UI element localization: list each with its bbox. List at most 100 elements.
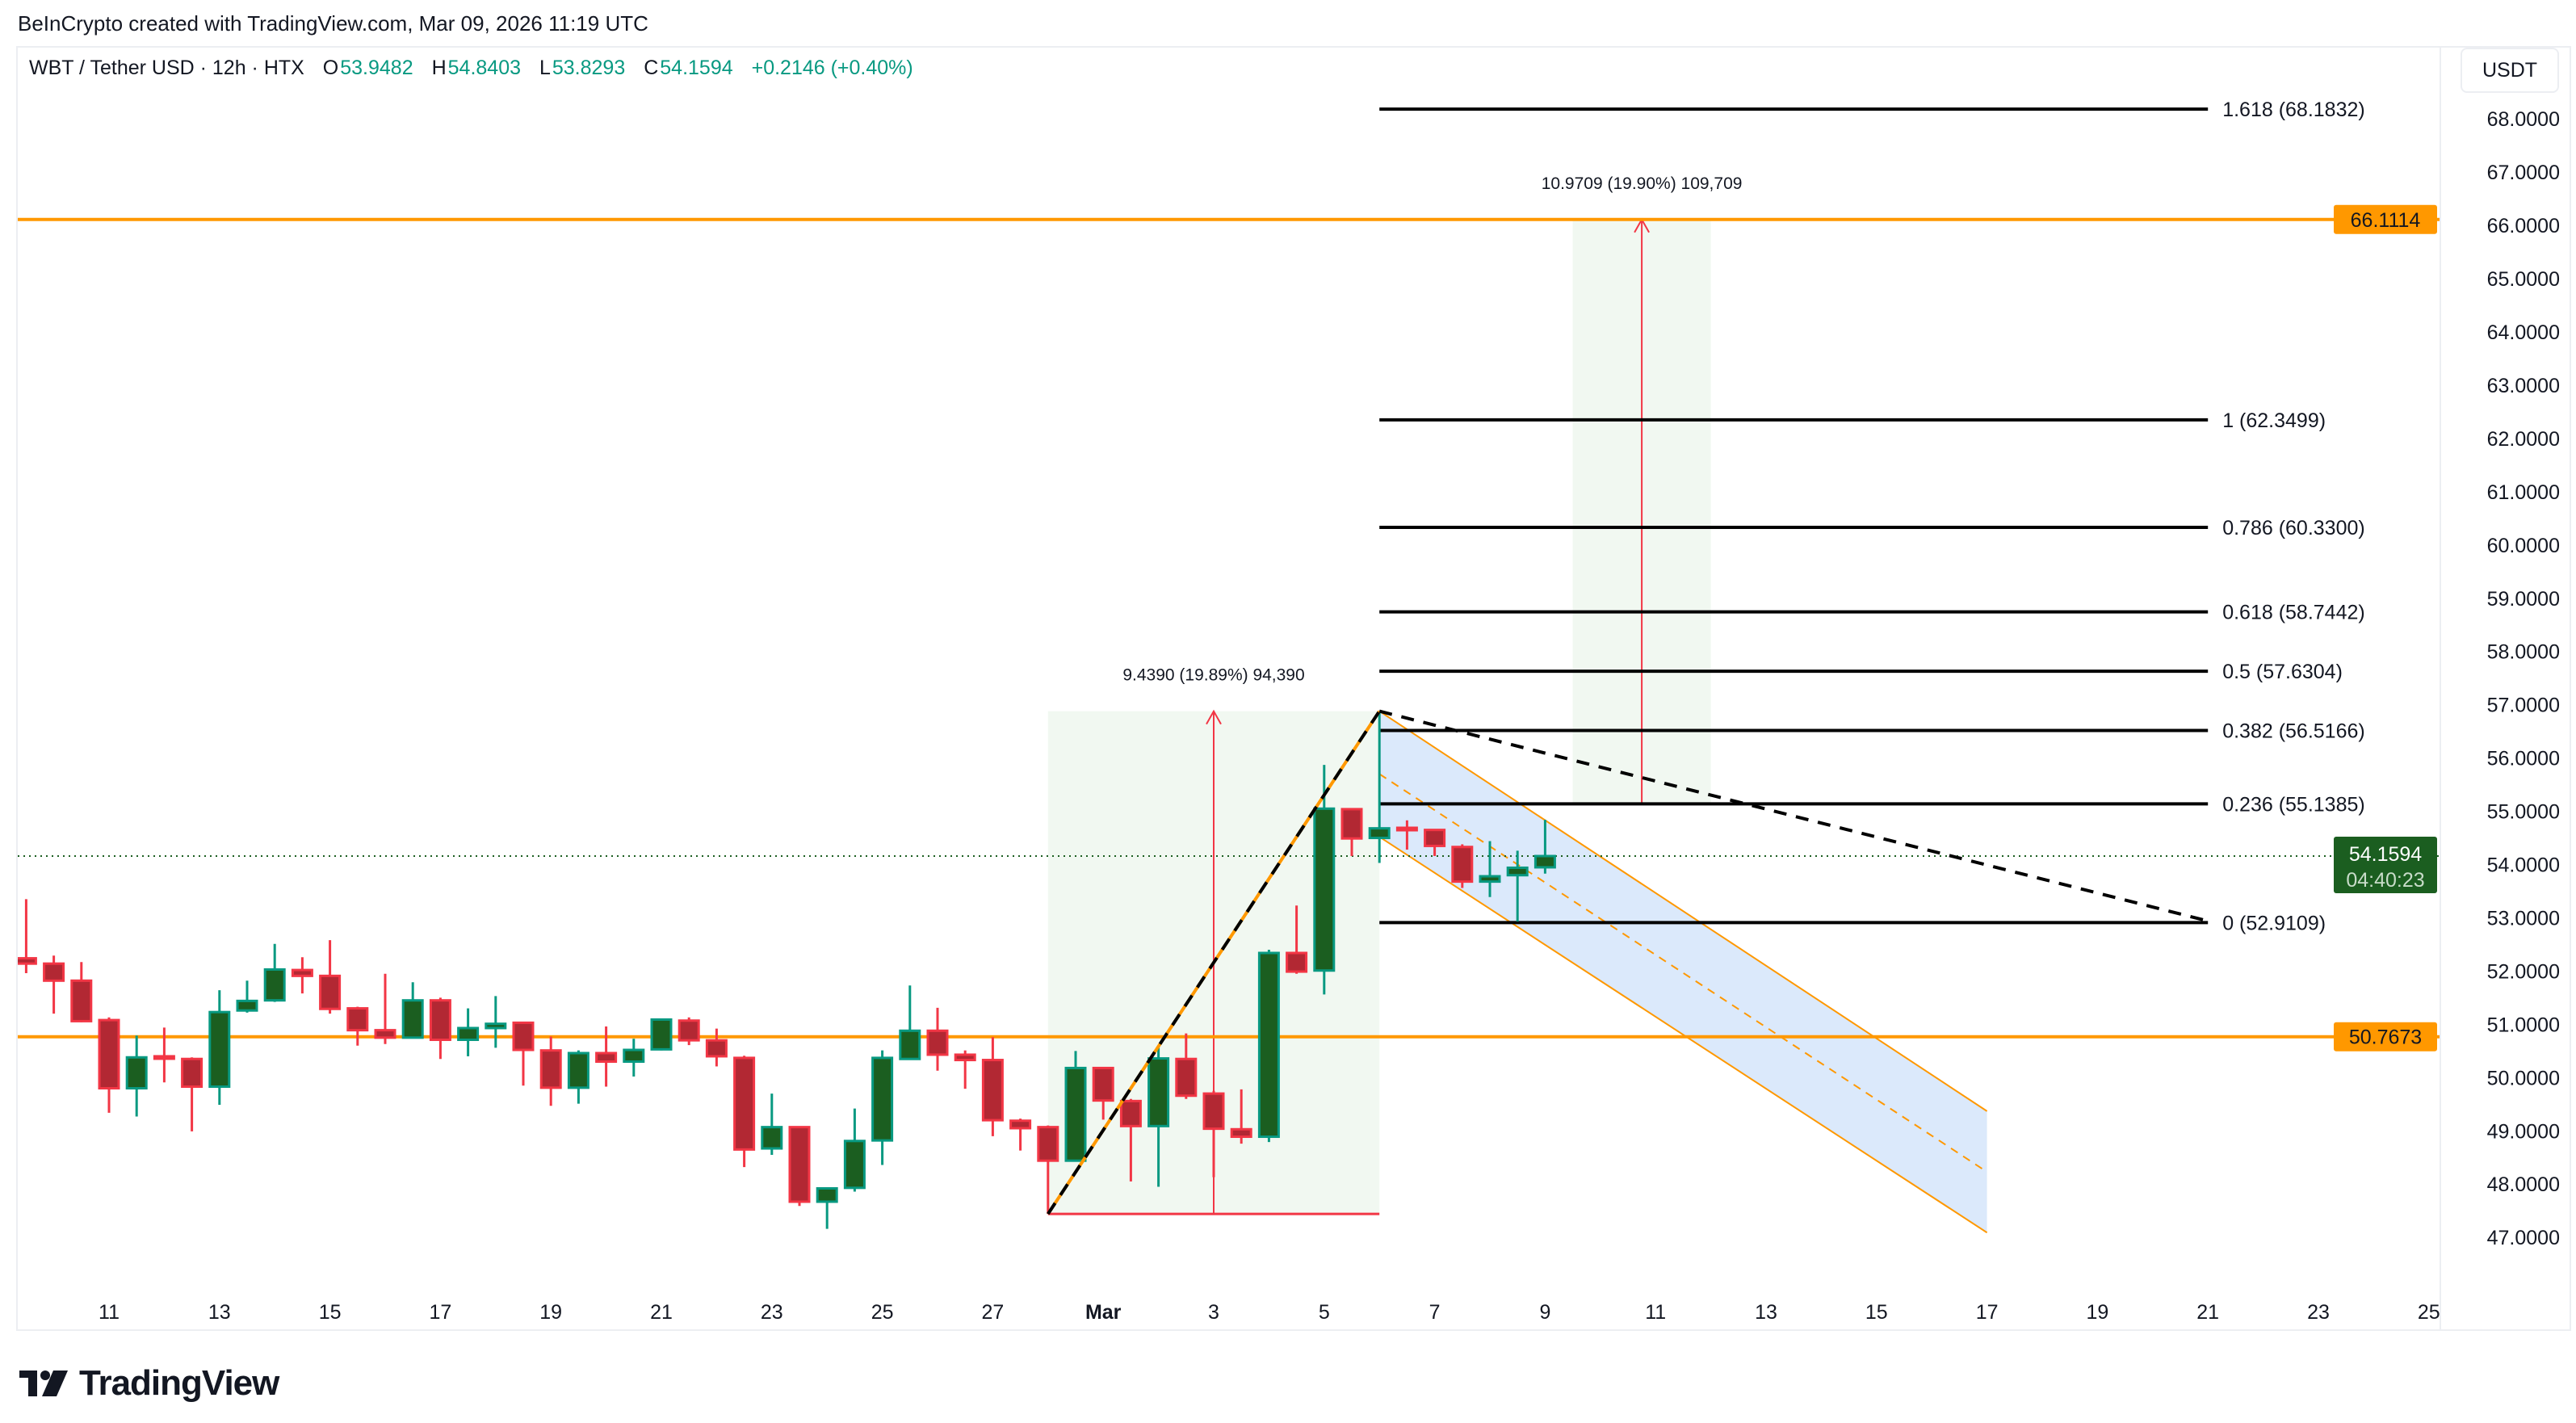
candle-up <box>843 1140 866 1190</box>
price-tick-label: 54.0000 <box>2487 854 2560 877</box>
fib-level-label: 1 (62.3499) <box>2222 409 2326 432</box>
measure-label: 9.4390 (19.89%) 94,390 <box>1122 666 1304 685</box>
candle-down <box>1119 1099 1142 1127</box>
price-level-tag-label: 66.1114 <box>2351 209 2421 232</box>
channel-upper-line <box>1378 710 1988 1112</box>
price-tick-label: 67.0000 <box>2487 162 2560 184</box>
candle-down <box>705 1039 728 1058</box>
candle-down <box>512 1021 535 1052</box>
candle-up <box>208 1010 231 1089</box>
time-tick-label: 19 <box>539 1301 562 1324</box>
price-tick-label: 68.0000 <box>2487 108 2560 131</box>
candle-down <box>1424 829 1446 847</box>
price-tick-label: 63.0000 <box>2487 375 2560 397</box>
fib-level-label: 0.382 (56.5166) <box>2222 720 2365 743</box>
price-tick-label: 60.0000 <box>2487 535 2560 557</box>
fib-level-label: 0.236 (55.1385) <box>2222 793 2365 816</box>
candle-up <box>567 1052 589 1089</box>
candle-up <box>816 1186 838 1203</box>
time-tick-label: Mar <box>1085 1301 1122 1324</box>
time-tick-label: 17 <box>1976 1301 1999 1324</box>
candle-up <box>401 999 424 1039</box>
trendline-dashed <box>1047 710 1381 1215</box>
candle-up <box>1064 1066 1087 1162</box>
time-tick-label: 9 <box>1539 1301 1550 1324</box>
price-tick-label: 62.0000 <box>2487 428 2560 451</box>
candle-down <box>1286 951 1308 973</box>
close-value: 54.1594 <box>660 57 733 79</box>
candle-up <box>1147 1057 1170 1127</box>
fib-level-label: 0.5 (57.6304) <box>2222 661 2343 683</box>
tradingview-logo-text: TradingView <box>79 1363 279 1403</box>
price-level-tag <box>2334 204 2437 234</box>
candle-down <box>1451 846 1474 884</box>
last-price-tag <box>2334 837 2437 893</box>
candle-down <box>981 1059 1004 1122</box>
time-tick-label: 21 <box>2196 1301 2219 1324</box>
time-tick-label: 19 <box>2086 1301 2108 1324</box>
channel-middle-line <box>1378 773 1988 1173</box>
time-tick-label: 25 <box>2418 1301 2440 1324</box>
channel-lower-line <box>1378 836 1988 1234</box>
candle-down <box>1092 1066 1114 1102</box>
candle-up <box>457 1026 480 1041</box>
fib-level-label: 0 (52.9109) <box>2222 912 2326 934</box>
time-tick-label: 3 <box>1208 1301 1219 1324</box>
candle-down <box>18 957 37 965</box>
change-value: +0.2146 (+0.40%) <box>751 57 913 79</box>
currency-button[interactable]: USDT <box>2461 48 2559 93</box>
candle-down <box>1230 1127 1252 1139</box>
candle-down <box>954 1053 976 1062</box>
symbol-name[interactable]: WBT / Tether USD · 12h · HTX <box>29 57 304 79</box>
candle-up <box>1368 827 1391 840</box>
candle-down <box>595 1052 618 1064</box>
price-tick-label: 58.0000 <box>2487 641 2560 664</box>
candle-up <box>761 1126 783 1150</box>
price-tick-label: 49.0000 <box>2487 1120 2560 1143</box>
last-price-label: 54.1594 <box>2349 843 2422 866</box>
trendline-dashed <box>1378 709 2209 923</box>
candle-down <box>788 1126 811 1203</box>
price-tick-label: 59.0000 <box>2487 588 2560 611</box>
price-tick-label: 56.0000 <box>2487 748 2560 770</box>
candle-down <box>1202 1092 1225 1131</box>
candle-down <box>678 1019 700 1042</box>
candle-down <box>70 979 93 1022</box>
tradingview-logo-icon <box>19 1371 68 1396</box>
candle-up <box>1257 951 1280 1139</box>
high-label: H <box>431 57 447 79</box>
time-tick-label: 23 <box>761 1301 783 1324</box>
candle-down <box>1340 808 1363 840</box>
candle-down <box>539 1049 562 1089</box>
candle-up <box>1506 866 1529 877</box>
price-level-tag <box>2334 1022 2437 1052</box>
time-tick-label: 13 <box>1755 1301 1777 1324</box>
price-tick-label: 66.0000 <box>2487 215 2560 237</box>
candle-down <box>733 1056 756 1151</box>
open-value: 53.9482 <box>340 57 413 79</box>
time-tick-label: 27 <box>981 1301 1004 1324</box>
time-tick-label: 15 <box>1865 1301 1888 1324</box>
price-tick-label: 48.0000 <box>2487 1173 2560 1196</box>
candle-up <box>1533 854 1556 869</box>
open-label: O <box>322 57 339 79</box>
time-tick-label: 7 <box>1429 1301 1441 1324</box>
candle-up <box>623 1048 645 1064</box>
low-label: L <box>539 57 551 79</box>
time-tick-label: 11 <box>99 1301 120 1324</box>
candle-down <box>429 999 451 1041</box>
countdown-label: 04:40:23 <box>2346 869 2424 892</box>
candle-down <box>291 968 313 977</box>
tradingview-logo[interactable]: TradingView <box>19 1363 279 1404</box>
candle-down <box>1395 826 1418 832</box>
time-tick-label: 11 <box>1645 1301 1666 1324</box>
candle-up <box>1313 807 1336 972</box>
price-tick-label: 55.0000 <box>2487 801 2560 824</box>
candle-up <box>650 1018 673 1051</box>
price-tick-label: 52.0000 <box>2487 960 2560 983</box>
price-tick-label: 53.0000 <box>2487 907 2560 930</box>
fib-level-label: 0.618 (58.7442) <box>2222 602 2365 624</box>
candle-up <box>485 1022 507 1030</box>
arrow-up-icon <box>1206 709 1222 725</box>
